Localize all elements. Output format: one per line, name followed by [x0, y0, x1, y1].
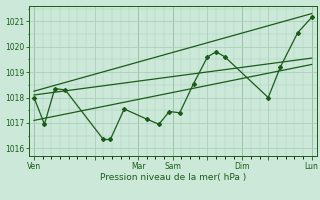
X-axis label: Pression niveau de la mer( hPa ): Pression niveau de la mer( hPa ) [100, 173, 246, 182]
